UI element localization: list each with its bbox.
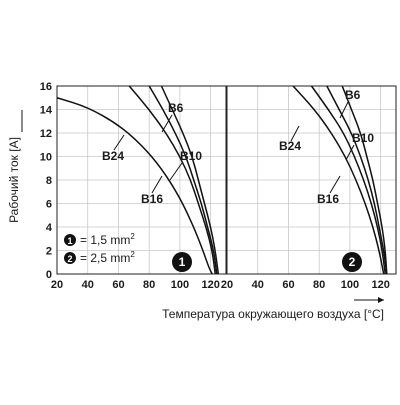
series-line-b16 [128, 85, 216, 275]
label-leader-b10 [169, 162, 183, 181]
y-tick-label: 6 [46, 199, 52, 211]
y-axis-ticks: 0 2 4 6 8 10 12 14 16 [40, 81, 53, 281]
label-leader-b6 [339, 101, 349, 119]
x-axis-ticks: 20 40 60 80 100 120 [51, 279, 220, 291]
legend-marker-1 [64, 234, 76, 246]
panel-frame [56, 85, 227, 275]
label-leader-b6 [161, 114, 173, 133]
x-tick-label: 20 [221, 279, 233, 291]
series-line-b6 [341, 85, 388, 275]
series-label-b16: B16 [317, 192, 339, 206]
panel-badge-label: 2 [349, 255, 356, 269]
y-tick-label: 16 [40, 81, 52, 93]
y-tick-label: 10 [40, 152, 52, 164]
x-tick-label: 100 [171, 279, 189, 291]
x-axis-ticks: 20 40 60 80 100 120 [221, 279, 390, 291]
series-label-b10: B10 [180, 149, 202, 163]
x-tick-label: 120 [371, 279, 389, 291]
series-label-b16: B16 [141, 192, 163, 206]
panel-1: 20 40 60 80 100 120 B6 B10 B16 B24 1 [51, 85, 227, 291]
series-label-b24: B24 [279, 139, 301, 153]
series-line-b16 [310, 85, 386, 275]
series-group [292, 85, 388, 275]
x-tick-label: 80 [143, 279, 155, 291]
legend-item-sup: 2 [130, 232, 135, 241]
legend-item-text: = 1,5 mm2 [80, 232, 135, 247]
y-tick-label: 4 [46, 222, 53, 234]
x-tick-label: 100 [341, 279, 359, 291]
y-tick-label: 2 [46, 246, 52, 258]
y-tick-label: 12 [40, 128, 52, 140]
series-labels: B6 B10 B16 B24 [279, 88, 374, 206]
legend-item-text: = 2,5 mm2 [80, 250, 135, 265]
grid [226, 85, 396, 275]
panel-2: 20 40 60 80 100 120 B6 B10 B16 B24 2 [221, 85, 397, 291]
y-tick-label: 0 [46, 269, 52, 281]
y-tick-label: 8 [46, 175, 52, 187]
legend-marker-2 [64, 252, 76, 264]
panel-badge-2 [342, 252, 362, 272]
label-leader-b16 [329, 175, 341, 194]
label-leader-b24 [290, 125, 300, 142]
panel-badge-label: 1 [179, 255, 186, 269]
x-tick-label: 20 [51, 279, 63, 291]
x-axis-arrow-head [378, 297, 384, 303]
x-tick-label: 40 [82, 279, 94, 291]
series-line-b24 [292, 85, 385, 275]
series-line-b24 [56, 97, 213, 275]
y-tick-label: 14 [40, 105, 53, 117]
label-leader-b16 [151, 175, 163, 194]
series-label-b24: B24 [102, 149, 124, 163]
series-line-b6 [160, 85, 220, 275]
series-line-b10 [148, 85, 218, 275]
label-leader-b24 [113, 134, 125, 151]
x-tick-label: 60 [282, 279, 294, 291]
legend-marker-label: 1 [67, 236, 72, 246]
series-label-b6: B6 [345, 88, 361, 102]
series-label-b10: B10 [352, 131, 374, 145]
series-group [56, 85, 220, 275]
panel-badge-1 [172, 252, 192, 272]
y-axis-label: Рабочий ток [A] [7, 137, 21, 223]
x-tick-label: 80 [313, 279, 325, 291]
series-labels: B6 B10 B16 B24 [102, 101, 202, 206]
series-line-b10 [326, 85, 388, 275]
series-label-b6: B6 [168, 101, 184, 115]
x-tick-label: 60 [112, 279, 124, 291]
legend-marker-label: 2 [67, 254, 72, 264]
x-tick-label: 120 [201, 279, 219, 291]
legend-item-sup: 2 [130, 250, 135, 259]
x-axis-label: Температура окружающего воздуха [°C] [162, 307, 384, 321]
x-tick-label: 40 [252, 279, 264, 291]
label-leader-b10 [345, 144, 355, 161]
